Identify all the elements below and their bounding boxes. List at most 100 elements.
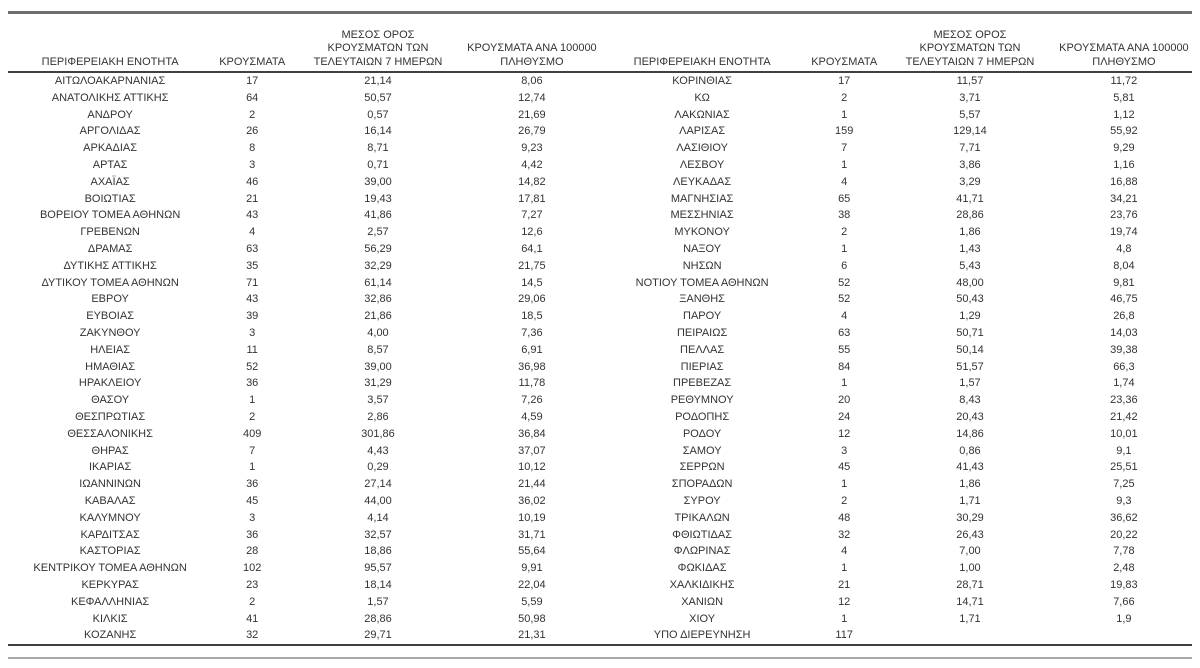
table-row: ΦΘΙΩΤΙΔΑΣ 32 26,43 20,22 xyxy=(600,527,1192,544)
cell-avg7: 18,14 xyxy=(364,578,392,591)
cell-cases: 2 xyxy=(841,91,848,104)
table-row: ΠΙΕΡΙΑΣ 84 51,57 66,3 xyxy=(600,359,1192,376)
cell-cases: 4 xyxy=(841,310,848,323)
cell-cases: 159 xyxy=(835,125,854,138)
table-row: ΚΟΡΙΝΘΙΑΣ 17 11,57 11,72 xyxy=(600,72,1192,90)
header-regional-unit: ΠΕΡΙΦΕΡΕΙΑΚΗ ΕΝΟΤΗΤΑ xyxy=(8,14,213,73)
cell-avg7: 32,57 xyxy=(364,528,392,541)
cell-per100k: 12,74 xyxy=(518,91,546,104)
cell-per100k: 10,12 xyxy=(518,461,546,474)
table-row: ΛΕΣΒΟΥ 1 3,86 1,16 xyxy=(600,157,1192,174)
cell-avg7: 48,00 xyxy=(956,276,984,289)
cell-cases: 32 xyxy=(838,528,851,541)
cell-region: ΥΠΟ ΔΙΕΡΕΥΝΗΣΗ xyxy=(600,627,805,647)
cell-avg7: 44,00 xyxy=(364,494,392,507)
cell-region: ΑΡΚΑΔΙΑΣ xyxy=(83,142,138,155)
cell-region: ΠΑΡΟΥ xyxy=(683,310,722,323)
cell-per100k: 7,78 xyxy=(1113,545,1135,558)
cell-per100k: 21,42 xyxy=(1110,410,1138,423)
cell-region: ΙΩΑΝΝΙΝΩΝ xyxy=(79,478,141,491)
table-body-left: ΑΙΤΩΛΟΑΚΑΡΝΑΝΙΑΣ 17 21,14 8,06 ΑΝΑΤΟΛΙΚΗΣ ΑΤ… xyxy=(8,72,600,647)
cell-per100k: 8,04 xyxy=(1113,259,1135,272)
cell-per100k: 4,42 xyxy=(521,158,543,171)
cell-per100k: 21,75 xyxy=(518,259,546,272)
table-body-right: ΚΟΡΙΝΘΙΑΣ 17 11,57 11,72 ΚΩ 2 3,71 5,81 ΛΑΚΩΝΙΑΣ… xyxy=(600,72,1192,647)
cell-region: ΚΑΣΤΟΡΙΑΣ xyxy=(79,545,141,558)
table-row: ΕΥΒΟΙΑΣ 39 21,86 18,5 xyxy=(8,308,600,325)
cell-region: ΕΒΡΟΥ xyxy=(91,293,129,306)
cell-cases: 21 xyxy=(246,192,259,205)
cell-avg7: 61,14 xyxy=(364,276,392,289)
cell-per100k: 31,71 xyxy=(518,528,546,541)
cell-avg7: 14,71 xyxy=(956,595,984,608)
cell-cases: 1 xyxy=(841,562,848,575)
table-row: ΔΡΑΜΑΣ 63 56,29 64,1 xyxy=(8,241,600,258)
cell-avg7: 1,00 xyxy=(959,562,981,575)
cell-avg7: 26,43 xyxy=(956,528,984,541)
cell-per100k: 11,72 xyxy=(1110,75,1138,87)
cell-region: ΗΡΑΚΛΕΙΟΥ xyxy=(78,377,142,390)
cell-avg7: 2,57 xyxy=(367,226,389,239)
cell-cases: 3 xyxy=(249,326,256,339)
table-row: ΗΜΑΘΙΑΣ 52 39,00 36,98 xyxy=(8,359,600,376)
table-row: ΗΡΑΚΛΕΙΟΥ 36 31,29 11,78 xyxy=(8,375,600,392)
cell-region: ΡΟΔΟΥ xyxy=(682,427,722,440)
table-row: ΡΟΔΟΥ 12 14,86 10,01 xyxy=(600,426,1192,443)
cell-per100k: 14,03 xyxy=(1110,326,1138,339)
cell-cases: 3 xyxy=(249,511,256,524)
bottom-rule xyxy=(8,657,1192,660)
cell-region: ΜΑΓΝΗΣΙΑΣ xyxy=(670,192,734,205)
cell-avg7: 1,29 xyxy=(959,310,981,323)
cell-cases: 1 xyxy=(249,394,256,407)
cell-cases: 64 xyxy=(246,91,259,104)
cell-region: ΔΡΑΜΑΣ xyxy=(87,242,133,255)
cell-cases: 65 xyxy=(838,192,851,205)
cell-avg7: 7,71 xyxy=(959,142,981,155)
table-row: ΜΕΣΣΗΝΙΑΣ 38 28,86 23,76 xyxy=(600,207,1192,224)
cell-cases: 2 xyxy=(249,595,256,608)
cell-cases: 52 xyxy=(838,293,851,306)
table-row: ΑΝΑΤΟΛΙΚΗΣ ΑΤΤΙΚΗΣ 64 50,57 12,74 xyxy=(8,90,600,107)
table-row: ΚΟΖΑΝΗΣ 32 29,71 21,31 xyxy=(8,627,600,647)
cell-avg7: 0,57 xyxy=(367,108,389,121)
cell-avg7: 50,43 xyxy=(956,293,984,306)
cell-region: ΤΡΙΚΑΛΩΝ xyxy=(674,511,730,524)
table-row: ΑΡΚΑΔΙΑΣ 8 8,71 9,23 xyxy=(8,140,600,157)
cell-region: ΑΡΤΑΣ xyxy=(92,158,128,171)
cell-avg7: 1,57 xyxy=(367,595,389,608)
cell-cases: 2 xyxy=(249,108,256,121)
cell-region: ΛΕΣΒΟΥ xyxy=(679,158,725,171)
table-row: ΕΒΡΟΥ 43 32,86 29,06 xyxy=(8,291,600,308)
cell-avg7: 28,71 xyxy=(956,578,984,591)
cell-region: ΚΙΛΚΙΣ xyxy=(92,612,128,625)
cell-cases: 2 xyxy=(249,410,256,423)
cell-cases: 12 xyxy=(838,427,851,440)
table-row: ΚΕΝΤΡΙΚΟΥ ΤΟΜΕΑ ΑΘΗΝΩΝ 102 95,57 9,91 xyxy=(8,560,600,577)
table-row: ΗΛΕΙΑΣ 11 8,57 6,91 xyxy=(8,342,600,359)
cell-per100k: 20,22 xyxy=(1110,528,1138,541)
cell-region: ΧΙΟΥ xyxy=(689,612,716,625)
cell-per100k: 34,21 xyxy=(1110,192,1138,205)
table-row: ΣΠΟΡΑΔΩΝ 1 1,86 7,25 xyxy=(600,476,1192,493)
table-row: ΖΑΚΥΝΘΟΥ 3 4,00 7,36 xyxy=(8,325,600,342)
cell-region: ΒΟΙΩΤΙΑΣ xyxy=(84,192,136,205)
cell-avg7: 0,86 xyxy=(959,444,981,457)
cell-cases: 2 xyxy=(841,226,848,239)
cell-per100k: 9,29 xyxy=(1113,142,1135,155)
cell-cases: 1 xyxy=(841,158,848,171)
cell-cases: 48 xyxy=(838,511,851,524)
cell-avg7: 5,57 xyxy=(959,108,981,121)
cell-cases: 63 xyxy=(246,242,259,255)
header-avg-7day: ΜΕΣΟΣ ΟΡΟΣ ΚΡΟΥΣΜΑΤΩΝ ΤΩΝ ΤΕΛΕΥΤΑΙΩΝ 7 ΗΜΕ… xyxy=(884,14,1056,73)
cell-cases: 2 xyxy=(841,494,848,507)
cell-region: ΔΥΤΙΚΟΥ ΤΟΜΕΑ ΑΘΗΝΩΝ xyxy=(41,276,179,289)
cell-avg7 xyxy=(884,627,1056,647)
cell-region: ΦΘΙΩΤΙΔΑΣ xyxy=(672,528,733,541)
header-avg-7day: ΜΕΣΟΣ ΟΡΟΣ ΚΡΟΥΣΜΑΤΩΝ ΤΩΝ ΤΕΛΕΥΤΑΙΩΝ 7 ΗΜΕ… xyxy=(292,14,464,73)
cell-region: ΚΕΦΑΛΛΗΝΙΑΣ xyxy=(70,595,150,608)
cell-per100k: 7,26 xyxy=(521,394,543,407)
table-row: ΣΑΜΟΥ 3 0,86 9,1 xyxy=(600,443,1192,460)
table-row: ΛΑΡΙΣΑΣ 159 129,14 55,92 xyxy=(600,123,1192,140)
cell-region: ΑΝΑΤΟΛΙΚΗΣ ΑΤΤΙΚΗΣ xyxy=(51,91,169,104)
cell-avg7: 41,43 xyxy=(956,461,984,474)
